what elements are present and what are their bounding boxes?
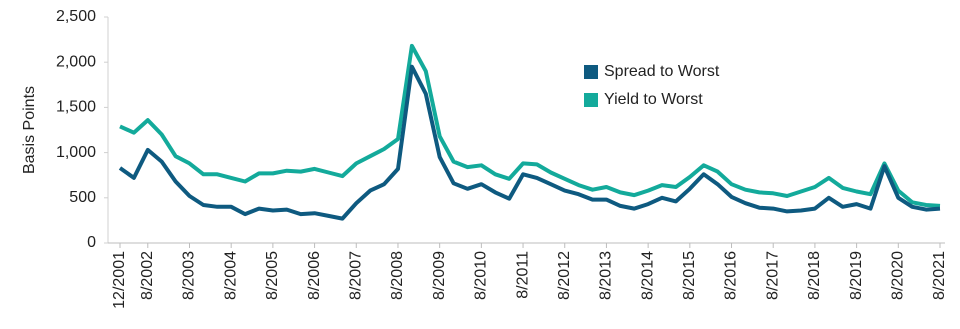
x-tick-label: 8/2016	[723, 251, 740, 300]
x-tick-label: 8/2018	[806, 251, 823, 300]
y-tick-label: 2,500	[56, 8, 96, 25]
x-tick-label: 8/2019	[848, 251, 865, 300]
x-tick-label: 8/2008	[389, 251, 406, 300]
line-series	[119, 43, 941, 208]
x-tick-label: 8/2020	[890, 251, 907, 300]
y-tick-label: 0	[87, 234, 96, 251]
x-tick-label: 12/2001	[111, 251, 128, 309]
x-tick-label: 8/2010	[473, 251, 490, 300]
x-tick-label: 8/2006	[306, 251, 323, 300]
x-tick-label: 8/2012	[556, 251, 573, 300]
x-tick-label: 8/2017	[764, 251, 781, 300]
legend-label: Spread to Worst	[604, 63, 720, 80]
y-tick-label: 2,000	[56, 53, 96, 70]
x-tick-label: 8/2004	[222, 251, 239, 300]
x-tick-label: 8/2007	[347, 251, 364, 300]
x-tick-label: 8/2011	[514, 251, 531, 299]
x-tick-label: 8/2005	[264, 251, 281, 300]
x-tick-label: 8/2021	[931, 251, 948, 300]
x-tick-label: 8/2015	[681, 251, 698, 300]
x-tick-label: 8/2013	[598, 251, 615, 300]
x-tick-label: 8/2009	[431, 251, 448, 300]
x-tick-label: 8/2014	[639, 251, 656, 300]
y-axis-label: Basis Points	[21, 86, 38, 174]
line-series	[118, 64, 941, 221]
x-tick-label: 8/2002	[139, 251, 156, 300]
x-tick-label: 8/2003	[181, 251, 198, 300]
y-tick-label: 1,500	[56, 99, 96, 116]
legend-swatch	[584, 65, 598, 79]
y-tick-label: 1,000	[56, 144, 96, 161]
legend-label: Yield to Worst	[604, 91, 703, 108]
legend-swatch	[584, 93, 598, 107]
y-tick-label: 500	[69, 189, 96, 206]
